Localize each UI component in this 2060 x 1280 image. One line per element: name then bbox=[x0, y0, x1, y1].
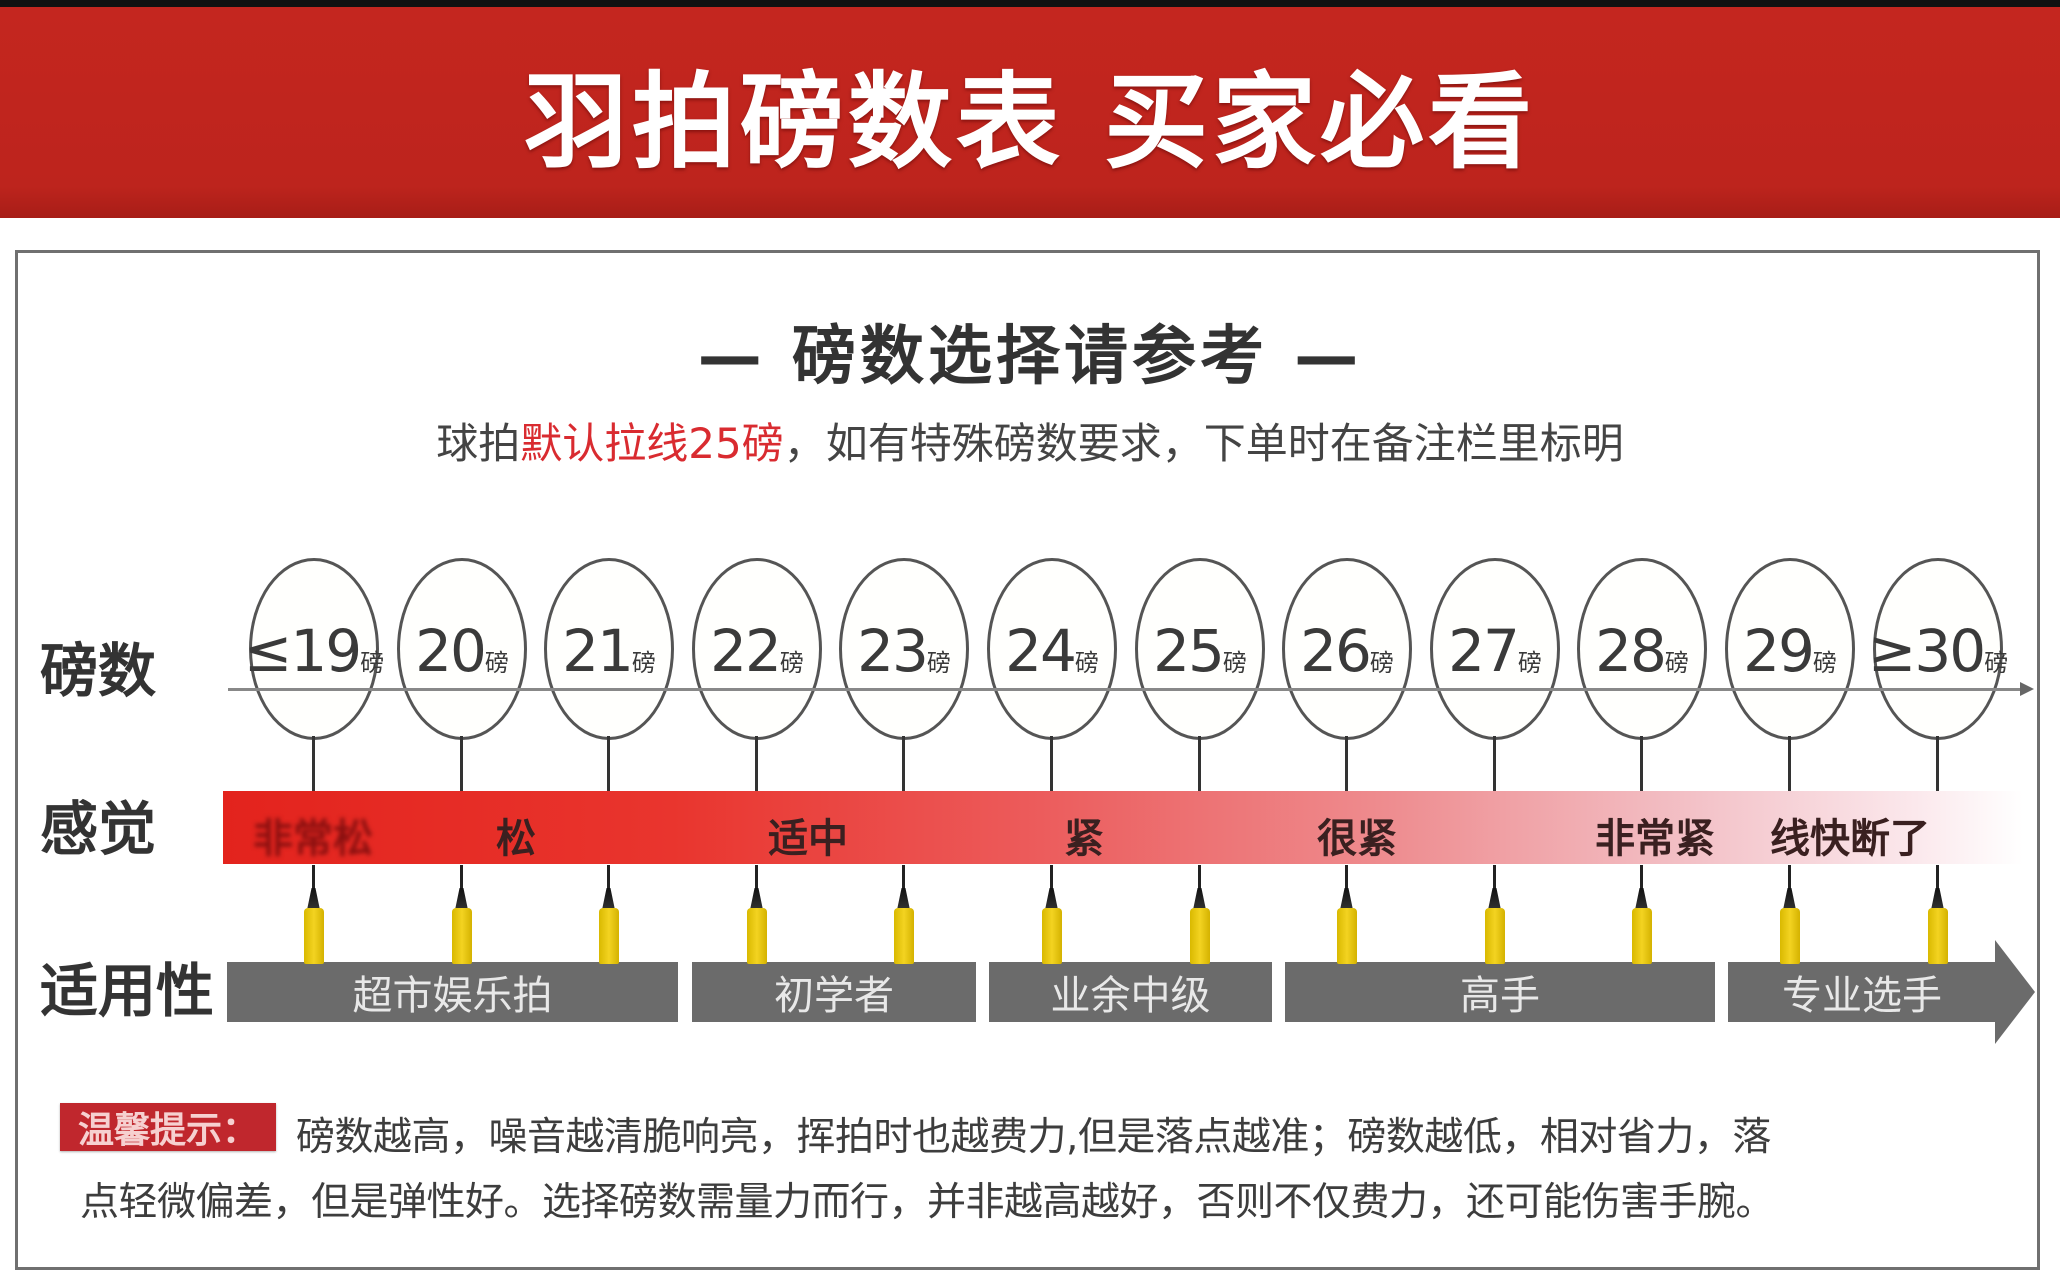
racket-item: ≥30磅 bbox=[1868, 558, 2008, 968]
suitability-segment: 高手 bbox=[1285, 962, 1715, 1022]
racket-tension-label: ≥30磅 bbox=[1867, 617, 2009, 685]
section-title: — 磅数选择请参考 — bbox=[697, 320, 1363, 394]
racket-tension-label: 26磅 bbox=[1300, 617, 1394, 685]
racket-item: 29磅 bbox=[1725, 558, 1855, 968]
racket-item: ≤19磅 bbox=[244, 558, 384, 968]
racket-grip-icon bbox=[747, 908, 767, 964]
racket-head-icon bbox=[1430, 558, 1560, 740]
racket-grip-icon bbox=[894, 908, 914, 964]
racket-head-icon bbox=[249, 558, 379, 740]
racket-tension-label: 27磅 bbox=[1448, 617, 1542, 685]
racket-grip-icon bbox=[452, 908, 472, 964]
top-strip bbox=[0, 0, 2060, 7]
racket-grip-icon bbox=[1190, 908, 1210, 964]
feeling-label: 紧 bbox=[1064, 816, 1104, 862]
suitability-arrow-icon bbox=[1995, 940, 2035, 1044]
racket-tension-label: 23磅 bbox=[857, 617, 951, 685]
racket-tension-label: 21磅 bbox=[562, 617, 656, 685]
row-label-feeling: 感觉 bbox=[40, 795, 157, 863]
racket-item: 20磅 bbox=[397, 558, 527, 968]
racket-grip-icon bbox=[1928, 908, 1948, 964]
row-label-pounds: 磅数 bbox=[40, 637, 157, 705]
racket-grip-icon bbox=[1780, 908, 1800, 964]
racket-item: 21磅 bbox=[544, 558, 674, 968]
feeling-label: 很紧 bbox=[1317, 816, 1397, 862]
tip-text-line-2: 点轻微偏差，但是弹性好。选择磅数需量力而行，并非越高越好，否则不仅费力，还可能伤… bbox=[80, 1180, 1775, 1225]
suitability-segment: 初学者 bbox=[692, 962, 976, 1022]
racket-grip-icon bbox=[1632, 908, 1652, 964]
tip-text-line-1: 磅数越高，噪音越清脆响亮，挥拍时也越费力,但是落点越准；磅数越低，相对省力，落 bbox=[296, 1115, 1771, 1160]
subtitle: 球拍默认拉线25磅，如有特殊磅数要求，下单时在备注栏里标明 bbox=[0, 410, 2060, 471]
axis-arrow-icon bbox=[2020, 682, 2034, 696]
subtitle-suffix: ，如有特殊磅数要求，下单时在备注栏里标明 bbox=[783, 419, 1624, 468]
racket-tension-label: ≤19磅 bbox=[243, 617, 385, 685]
racket-head-icon bbox=[1135, 558, 1265, 740]
racket-grip-icon bbox=[1485, 908, 1505, 964]
row-label-suitability: 适用性 bbox=[40, 957, 215, 1025]
feeling-label: 松 bbox=[496, 816, 536, 862]
feeling-label: 非常松 bbox=[253, 816, 373, 862]
racket-head-icon bbox=[987, 558, 1117, 740]
racket-item: 23磅 bbox=[839, 558, 969, 968]
racket-item: 26磅 bbox=[1282, 558, 1412, 968]
feeling-label: 线快断了 bbox=[1770, 816, 1930, 862]
racket-item: 27磅 bbox=[1430, 558, 1560, 968]
subtitle-prefix: 球拍 bbox=[436, 419, 521, 468]
suitability-segment: 超市娱乐拍 bbox=[227, 962, 678, 1022]
racket-head-icon bbox=[692, 558, 822, 740]
suitability-segment: 专业选手 bbox=[1728, 962, 1996, 1022]
racket-grip-icon bbox=[599, 908, 619, 964]
racket-item: 28磅 bbox=[1577, 558, 1707, 968]
racket-item: 24磅 bbox=[987, 558, 1117, 968]
racket-item: 25磅 bbox=[1135, 558, 1265, 968]
racket-item: 22磅 bbox=[692, 558, 822, 968]
racket-tension-label: 22磅 bbox=[710, 617, 804, 685]
racket-grip-icon bbox=[1042, 908, 1062, 964]
pounds-axis-line bbox=[228, 688, 2023, 691]
feeling-label: 非常紧 bbox=[1595, 816, 1715, 862]
racket-tension-label: 29磅 bbox=[1743, 617, 1837, 685]
racket-head-icon bbox=[397, 558, 527, 740]
racket-tension-label: 25磅 bbox=[1153, 617, 1247, 685]
tip-badge: 温馨提示： bbox=[60, 1103, 276, 1151]
racket-head-icon bbox=[1577, 558, 1707, 740]
feeling-label: 适中 bbox=[768, 816, 848, 862]
racket-tension-label: 24磅 bbox=[1005, 617, 1099, 685]
racket-head-icon bbox=[839, 558, 969, 740]
racket-grip-icon bbox=[1337, 908, 1357, 964]
suitability-segment: 业余中级 bbox=[989, 962, 1272, 1022]
racket-tension-label: 20磅 bbox=[415, 617, 509, 685]
racket-grip-icon bbox=[304, 908, 324, 964]
racket-head-icon bbox=[1873, 558, 2003, 740]
header-banner: 羽拍磅数表 买家必看 bbox=[0, 7, 2060, 218]
subtitle-highlight: 默认拉线25磅 bbox=[520, 419, 784, 468]
banner-title: 羽拍磅数表 买家必看 bbox=[523, 61, 1537, 183]
racket-tension-label: 28磅 bbox=[1595, 617, 1689, 685]
feeling-gradient-bar bbox=[223, 791, 2023, 864]
content-panel bbox=[15, 250, 2040, 1270]
